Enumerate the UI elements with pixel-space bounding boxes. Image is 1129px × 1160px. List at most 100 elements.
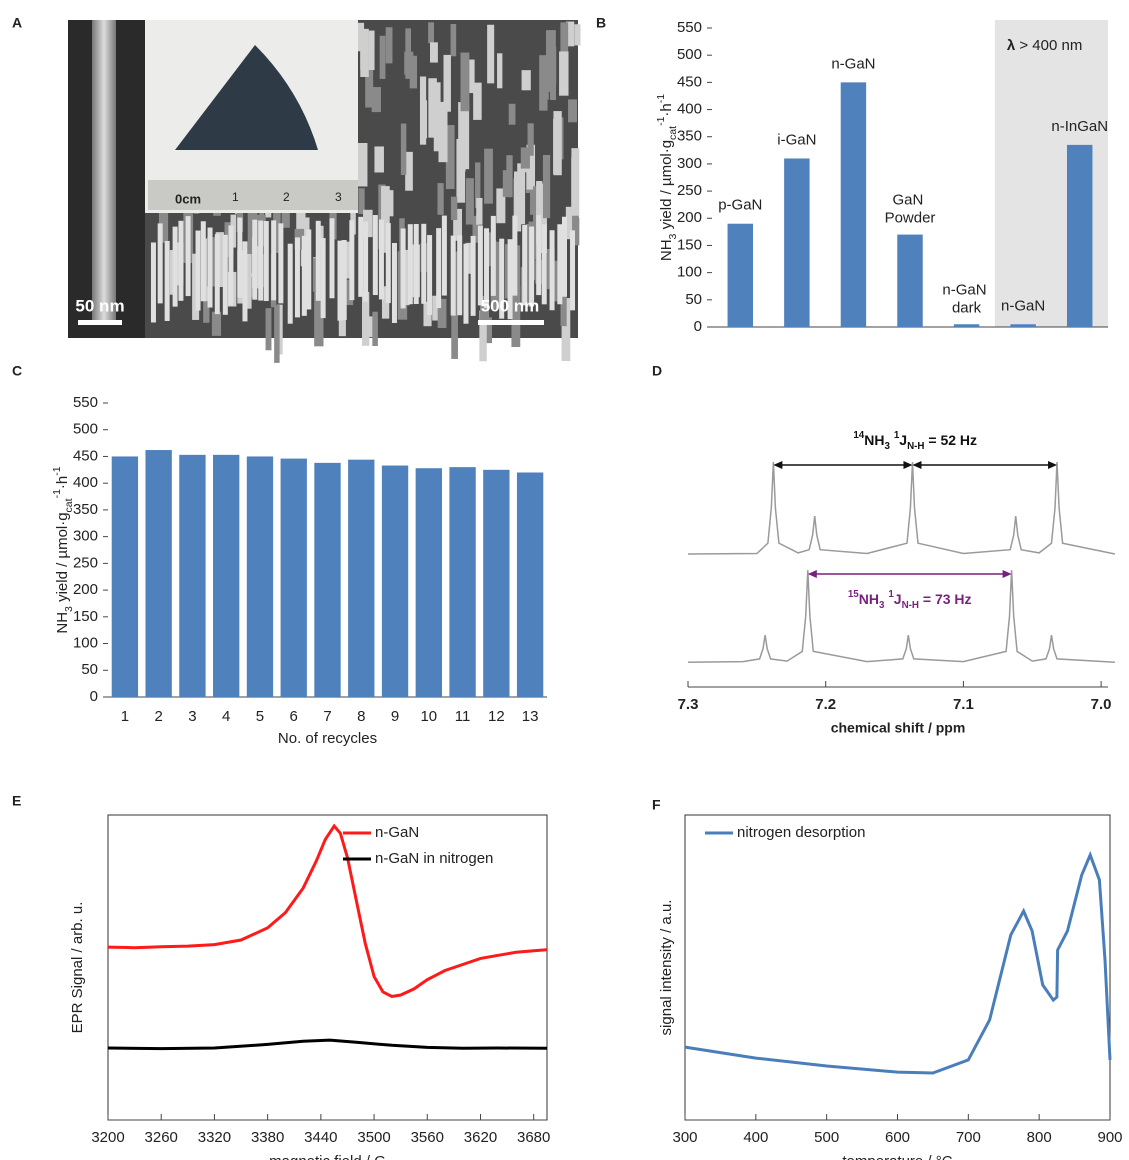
scale-bar <box>478 320 544 325</box>
label-part: yield / µmol·g <box>658 140 675 234</box>
nanowire <box>477 225 483 306</box>
nanowire <box>385 27 393 64</box>
y-tick-label: 400 <box>73 474 98 491</box>
nanowire <box>521 70 531 91</box>
nanowire <box>301 235 307 316</box>
y-axis-label: signal intensity / a.u. <box>658 900 675 1036</box>
nanowire <box>407 224 413 305</box>
x-tick-label: 5 <box>256 708 264 725</box>
x-tick-label: 7.3 <box>678 696 699 713</box>
nanowire <box>493 241 504 308</box>
nanowire <box>508 103 516 125</box>
nanowire <box>526 144 536 190</box>
label-part: J <box>894 591 902 607</box>
nanowire <box>358 216 364 297</box>
bar <box>483 469 510 697</box>
label-part: 14 <box>853 430 864 441</box>
x-tick-label: 10 <box>420 708 437 725</box>
bar-label: n-GaN <box>1001 297 1045 314</box>
nanowire <box>561 298 571 362</box>
nanowire <box>445 125 455 190</box>
nanowire <box>450 196 458 221</box>
nanowire <box>337 240 343 321</box>
nanowire <box>570 217 580 246</box>
bar <box>246 456 274 697</box>
nanowire <box>320 238 326 319</box>
label-part: 3 <box>667 233 679 239</box>
x-tick-label: 3 <box>188 708 196 725</box>
nanowire <box>413 224 419 305</box>
bar <box>449 467 476 697</box>
y-tick-label: 350 <box>73 501 98 518</box>
nanowire <box>458 102 466 172</box>
nanowire <box>287 243 293 324</box>
nanowire <box>391 242 397 323</box>
nanowire <box>536 215 542 296</box>
label: λ > 400 nm <box>1007 37 1082 54</box>
nanowire <box>195 230 201 311</box>
y-tick-label: 450 <box>677 73 702 90</box>
nanowire <box>527 123 534 156</box>
x-tick-label: 3380 <box>251 1129 284 1146</box>
nanowire <box>450 24 457 57</box>
y-tick-label: 50 <box>685 291 702 308</box>
nanowire <box>372 311 378 346</box>
nanowire <box>437 183 444 215</box>
nanowire <box>419 76 427 145</box>
nanowire <box>484 317 492 344</box>
nanowire <box>507 239 513 320</box>
nanowire <box>433 82 441 152</box>
nanowire <box>496 188 506 224</box>
x-axis-label: chemical shift / ppm <box>831 720 966 736</box>
nanowire <box>451 297 458 343</box>
nanowire <box>487 24 495 84</box>
nanowire <box>371 87 381 113</box>
label-part: N-H <box>907 441 924 452</box>
panel-letter: A <box>12 15 22 31</box>
nanowire <box>265 308 272 351</box>
nanowire <box>349 220 355 301</box>
nanowire <box>512 215 518 296</box>
nanowire <box>258 220 264 301</box>
label-part: -1 <box>51 489 63 498</box>
nanowire <box>465 242 472 274</box>
label-part: = 73 Hz <box>919 591 972 607</box>
x-tick-label: 800 <box>1027 1129 1052 1146</box>
nanowire <box>314 291 324 347</box>
x-tick-label: 2 <box>154 708 162 725</box>
label-part: 15 <box>848 589 859 600</box>
y-tick-label: 50 <box>81 661 98 678</box>
nanowire <box>237 217 243 298</box>
legend-label: n-GaN <box>375 824 419 841</box>
label-part: ·h <box>658 103 675 116</box>
x-axis-label: No. of recycles <box>278 730 377 747</box>
x-tick-label: 3560 <box>411 1129 444 1146</box>
nanowire <box>409 55 418 89</box>
nanowire <box>92 20 116 320</box>
y-axis-label: EPR Signal / arb. u. <box>69 902 86 1034</box>
nanowire <box>457 235 463 316</box>
nanowire <box>228 225 234 306</box>
nanowire <box>538 183 547 254</box>
label-part: 3 <box>885 441 891 452</box>
bar <box>727 223 754 327</box>
ruler-label: 0cm <box>175 191 201 206</box>
y-tick-label: 0 <box>694 318 702 335</box>
nanowire <box>499 238 505 319</box>
label-part: = 52 Hz <box>925 432 978 448</box>
label-part: 3 <box>879 600 885 611</box>
nanowire <box>484 228 490 309</box>
nanowire <box>405 151 413 191</box>
nanowire <box>465 178 474 225</box>
y-tick-label: 100 <box>677 264 702 281</box>
nanowire <box>460 52 470 112</box>
x-tick-label: 12 <box>488 708 505 725</box>
label-part: 1 <box>894 430 900 441</box>
nanowire <box>242 241 248 322</box>
label-part: > 400 nm <box>1015 37 1082 54</box>
bar <box>111 456 139 697</box>
y-tick-label: 500 <box>677 46 702 63</box>
y-tick-label: 550 <box>677 19 702 36</box>
nanowire <box>404 51 414 75</box>
nanowire <box>441 215 447 296</box>
